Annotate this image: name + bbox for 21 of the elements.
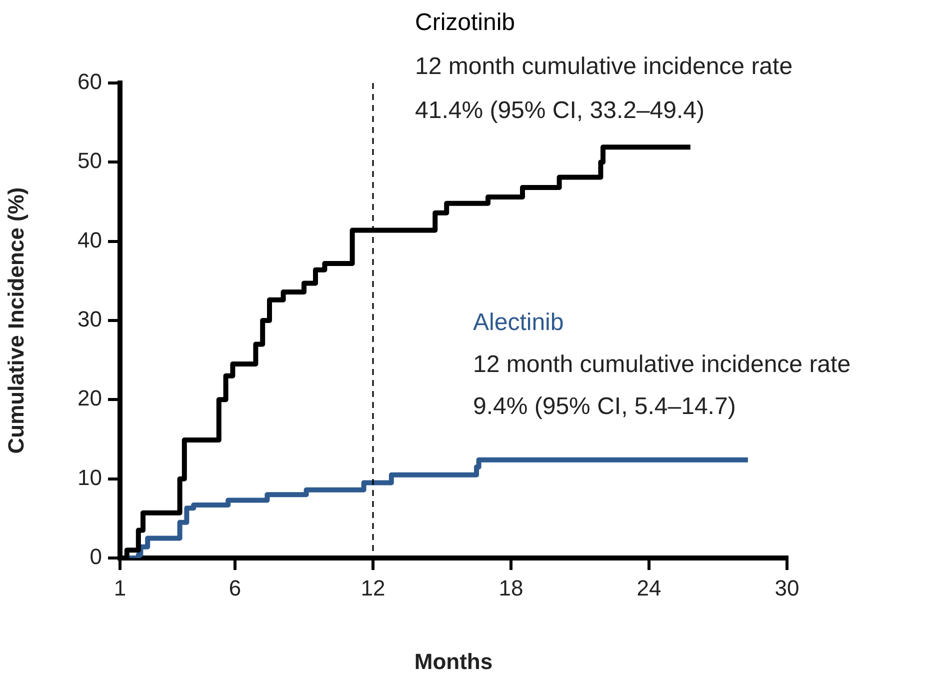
y-tick-label: 60 bbox=[78, 69, 102, 94]
x-tick-label: 24 bbox=[636, 575, 662, 600]
y-tick-label: 0 bbox=[90, 544, 102, 570]
annotation: 12 month cumulative incidence rate bbox=[473, 351, 851, 378]
text: 12 month cumulative incidence rate bbox=[415, 53, 793, 80]
x-tick-label: 30 bbox=[774, 575, 800, 600]
y-axis-title: Cumulative Incidence (%) bbox=[3, 187, 28, 454]
x-tick-label: 1 bbox=[114, 575, 126, 600]
text: Alectinib bbox=[473, 309, 564, 336]
text: Crizotinib bbox=[415, 9, 516, 36]
x-tick-label: 18 bbox=[498, 575, 524, 600]
y-tick-label: 50 bbox=[78, 148, 102, 174]
y-tick-label: 30 bbox=[78, 306, 102, 332]
x-tick-label: 6 bbox=[228, 575, 242, 600]
x-tick-label: 12 bbox=[360, 575, 386, 600]
y-tick-label: 40 bbox=[78, 227, 102, 252]
annotation: 41.4% (95% CI, 33.2–49.4) bbox=[415, 97, 705, 124]
y-tick-label: 10 bbox=[78, 464, 102, 490]
y-tick-label: 20 bbox=[78, 386, 102, 411]
annotation: 9.4% (95% CI, 5.4–14.7) bbox=[473, 393, 736, 420]
x-axis-title: Months bbox=[414, 648, 493, 674]
